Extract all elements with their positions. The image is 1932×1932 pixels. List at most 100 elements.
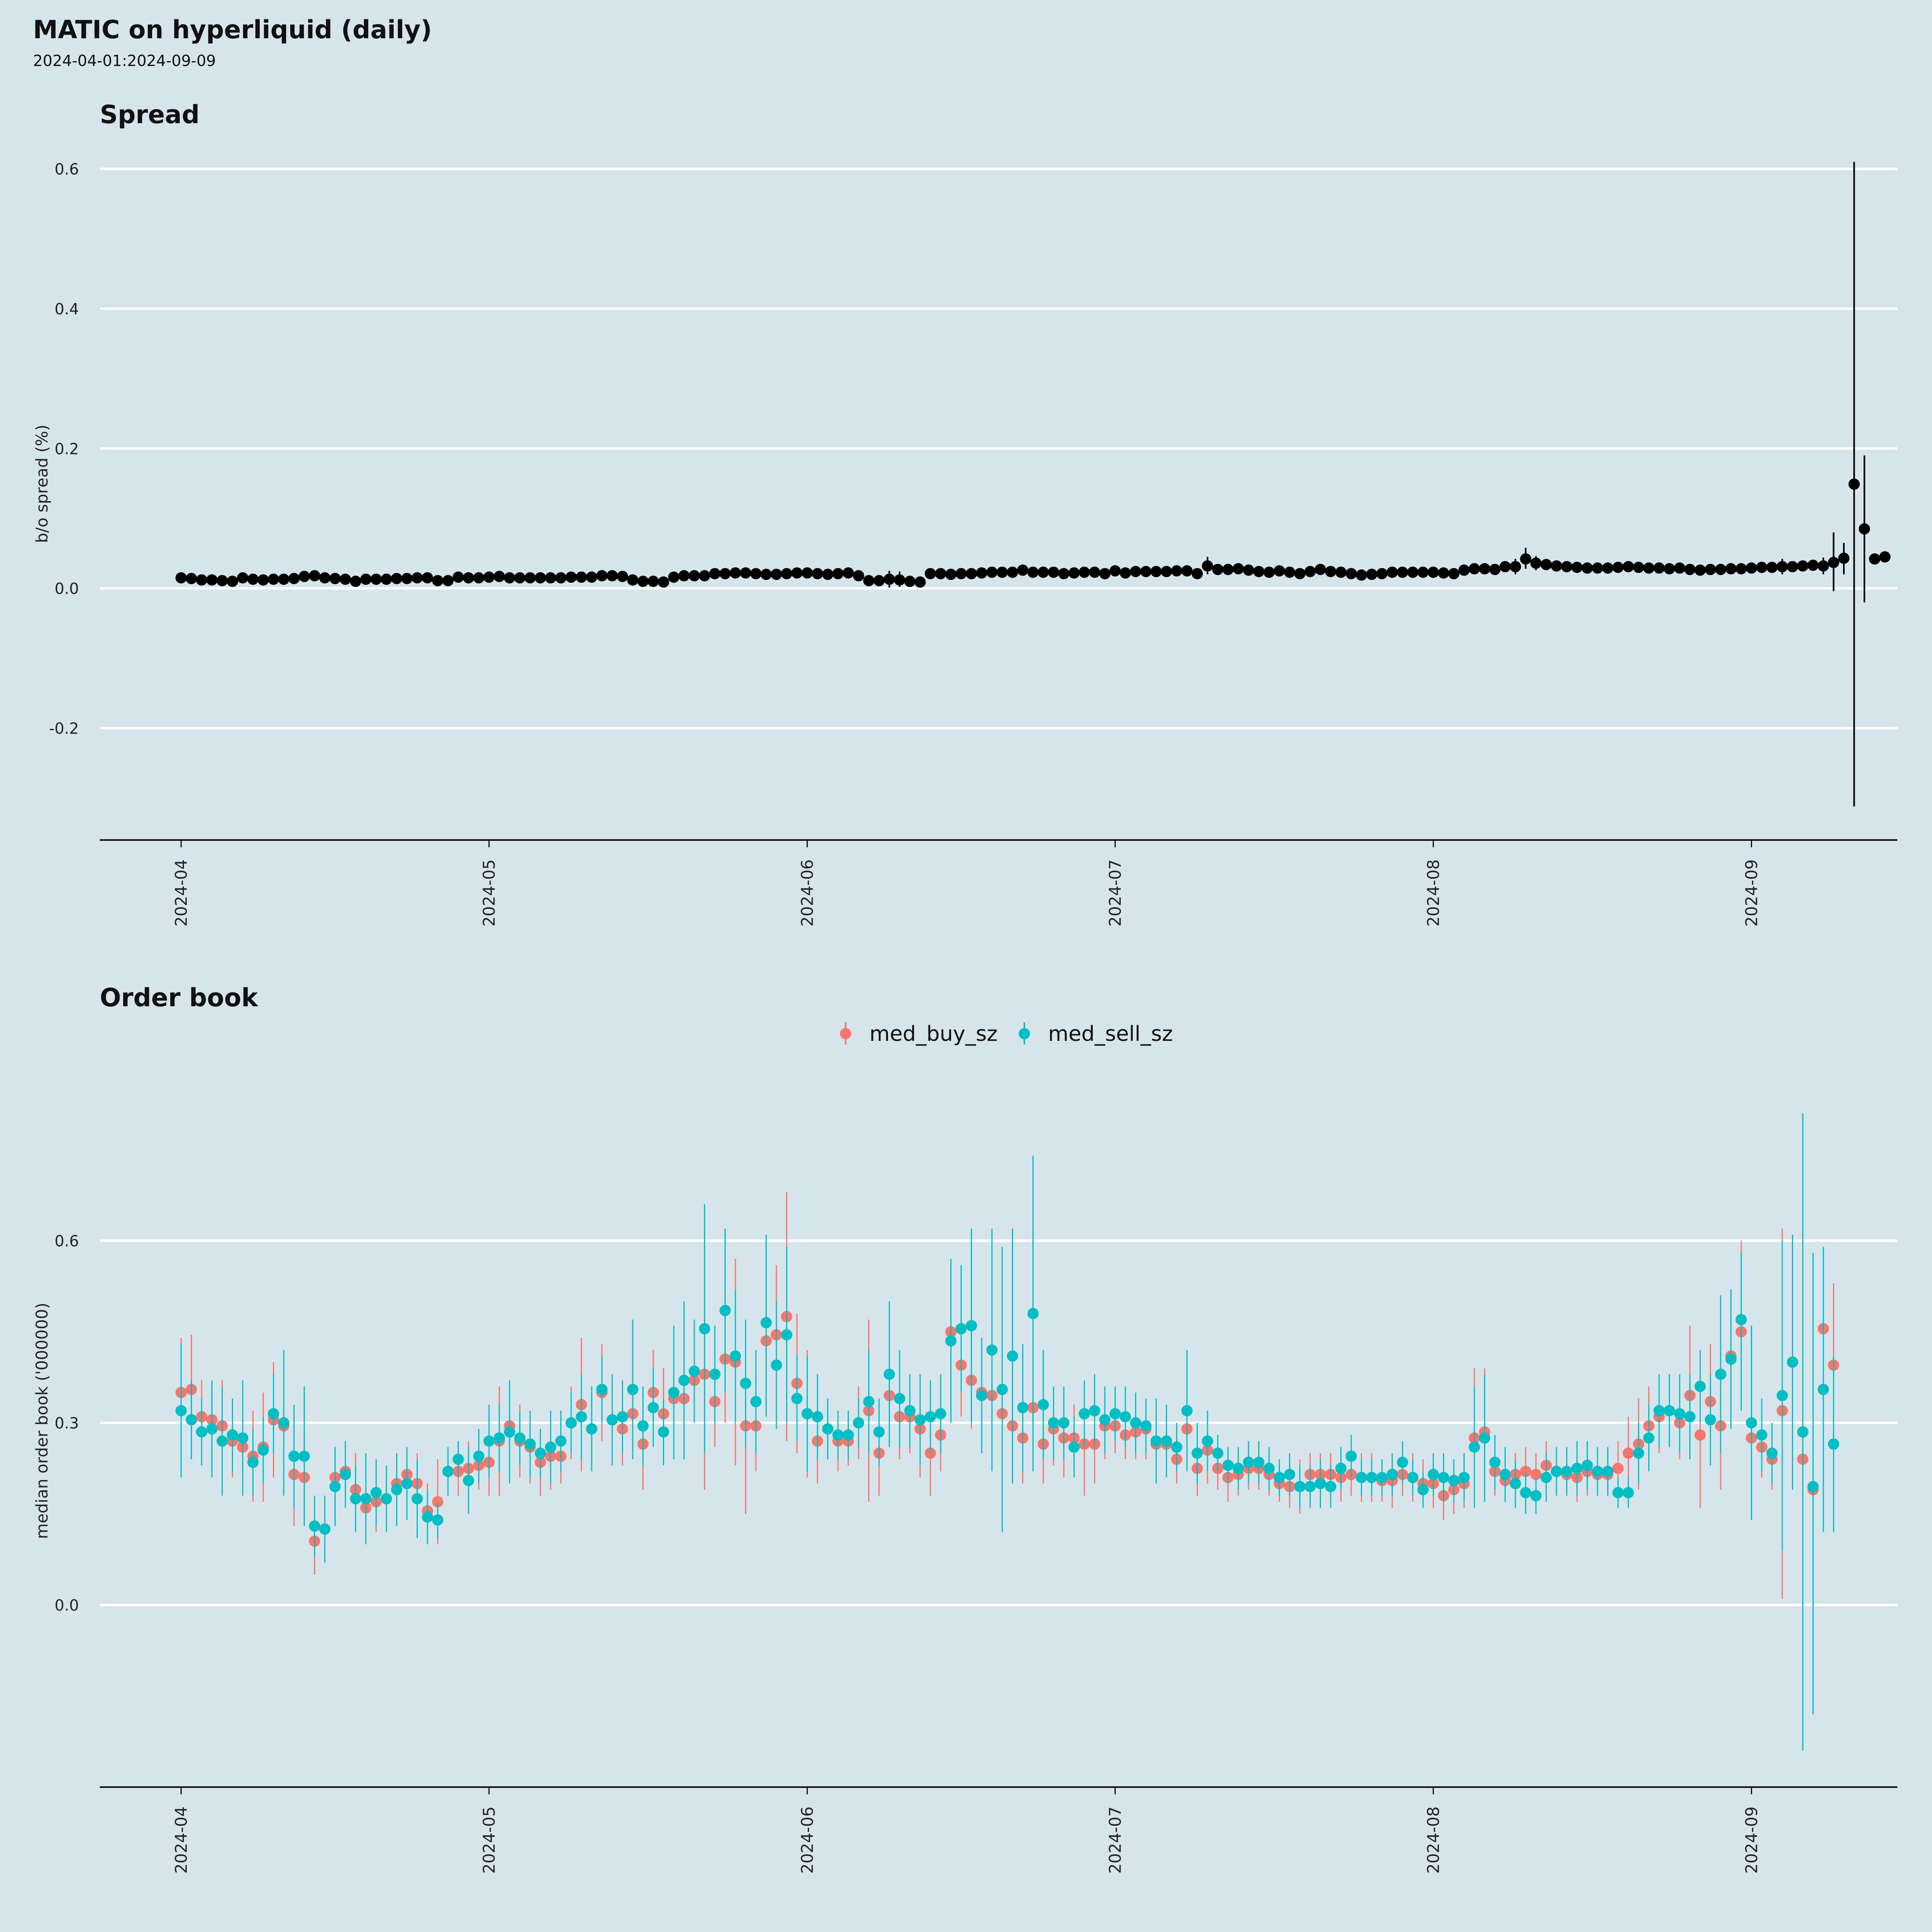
spread-point	[637, 576, 649, 587]
sell-size-point	[1253, 1457, 1265, 1468]
sell-size-point	[370, 1487, 382, 1499]
spread-point	[1766, 561, 1778, 573]
legend-buy-swatch	[840, 1028, 851, 1039]
spread-point	[566, 571, 577, 583]
sell-size-point	[1263, 1463, 1275, 1474]
spread-point	[452, 571, 464, 583]
sell-size-point	[689, 1365, 700, 1377]
sell-size-point	[1458, 1472, 1470, 1483]
sell-size-point	[781, 1329, 793, 1341]
sell-size-point	[473, 1450, 485, 1462]
spread-point	[1674, 562, 1685, 574]
spread-point	[883, 574, 895, 585]
spread-point	[1540, 559, 1552, 570]
spread-point	[422, 572, 433, 584]
spread-point	[1376, 568, 1388, 580]
spread-point	[411, 572, 423, 584]
orderbook-x-tick-label: 2024-07	[1106, 1806, 1125, 1874]
spread-point	[463, 572, 474, 584]
spread-point	[1499, 561, 1511, 572]
spread-point	[1212, 564, 1224, 575]
sell-size-point	[1243, 1457, 1254, 1468]
sell-size-point	[1109, 1408, 1121, 1420]
spread-point	[1510, 561, 1521, 572]
spread-point	[1879, 551, 1891, 563]
sell-size-point	[1777, 1390, 1788, 1402]
sell-size-point	[309, 1520, 320, 1532]
spread-point	[1253, 566, 1265, 577]
sell-size-point	[340, 1469, 351, 1480]
spread-point	[196, 574, 207, 586]
sell-size-point	[1222, 1459, 1234, 1471]
spread-point	[709, 568, 720, 580]
sell-size-point	[914, 1414, 926, 1426]
sell-size-point	[1007, 1350, 1018, 1362]
spread-point	[935, 568, 946, 580]
spread-point	[1038, 566, 1049, 578]
spread-point	[329, 573, 341, 584]
spread-point	[381, 574, 392, 585]
sell-size-point	[1325, 1481, 1336, 1492]
sell-size-point	[237, 1432, 248, 1444]
spread-point	[668, 571, 679, 583]
spread-point	[1079, 566, 1090, 578]
sell-size-point	[771, 1359, 782, 1371]
sell-size-point	[740, 1377, 751, 1389]
sell-size-point	[247, 1457, 259, 1468]
spread-point	[914, 576, 926, 588]
sell-size-point	[1756, 1429, 1767, 1441]
sell-size-point	[1284, 1469, 1295, 1480]
spread-grid	[100, 167, 1897, 841]
sell-size-point	[1622, 1487, 1634, 1499]
spread-point	[350, 576, 361, 587]
orderbook-x-tick-label: 2024-09	[1743, 1806, 1761, 1874]
sell-size-point	[607, 1414, 618, 1426]
spread-point	[956, 568, 967, 580]
spread-point	[945, 568, 957, 580]
sell-size-point	[432, 1514, 444, 1526]
spread-point	[1181, 565, 1193, 577]
sell-size-point	[658, 1426, 669, 1438]
orderbook-x-ticks: 2024-04 2024-05 2024-06 2024-07 2024-08 2024-…	[172, 1787, 1761, 1874]
spread-point	[863, 575, 875, 586]
spread-point	[1315, 564, 1326, 575]
spread-point	[1150, 566, 1162, 577]
spread-point	[1818, 560, 1829, 572]
sell-size-point	[1633, 1447, 1644, 1459]
spread-point	[391, 573, 402, 584]
sell-size-point	[1520, 1487, 1532, 1499]
spread-point	[1448, 568, 1459, 580]
chart-title: MATIC on hyperliquid (daily)	[33, 15, 432, 44]
sell-size-point	[196, 1426, 207, 1438]
sell-size-point	[1089, 1405, 1100, 1416]
spread-point	[504, 572, 515, 584]
sell-size-point	[997, 1384, 1008, 1395]
orderbook-x-tick-label: 2024-05	[480, 1806, 499, 1874]
spread-point	[1571, 561, 1583, 573]
spread-point	[319, 572, 330, 584]
spread-point	[1120, 567, 1131, 579]
sell-size-point	[576, 1411, 587, 1422]
sell-size-point	[596, 1384, 608, 1395]
sell-size-point	[1079, 1408, 1090, 1420]
sell-size-point	[760, 1317, 772, 1329]
spread-point	[1561, 561, 1573, 572]
spread-point	[1191, 568, 1203, 580]
sell-size-point	[1232, 1463, 1244, 1474]
spread-point	[483, 571, 495, 583]
sell-size-point	[1356, 1472, 1367, 1483]
sell-size-point	[411, 1493, 423, 1505]
spread-point	[1397, 566, 1408, 578]
spread-point	[1695, 564, 1706, 576]
sell-size-point	[1027, 1308, 1039, 1319]
sell-size-point	[493, 1432, 505, 1444]
spread-point	[442, 575, 454, 586]
orderbook-y-ticks: 0.0 0.3 0.6	[55, 1232, 79, 1614]
sell-size-point	[1705, 1414, 1716, 1426]
sell-size-point	[1807, 1481, 1819, 1492]
sell-size-point	[1571, 1463, 1583, 1474]
spread-point	[832, 568, 844, 580]
spread-point	[1130, 566, 1141, 577]
spread-point	[730, 567, 741, 579]
sell-size-point	[227, 1429, 238, 1441]
